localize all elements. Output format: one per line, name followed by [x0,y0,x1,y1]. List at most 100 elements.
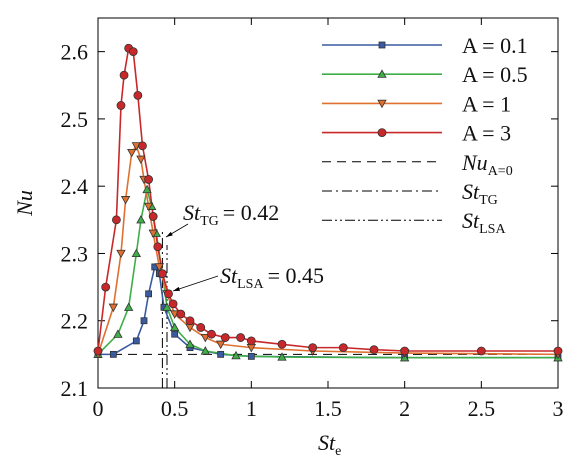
legend-label-main: St [462,208,480,233]
marker [127,148,137,158]
marker [154,263,165,272]
marker [176,309,186,319]
annotation-tail: = 0.42 [223,200,279,225]
marker [108,303,119,313]
marker [220,333,230,342]
legend-label: A = 3 [462,121,511,146]
annotation: StLSA = 0.45 [220,263,324,292]
marker [246,336,256,346]
arrow-head [166,231,173,237]
x-axis-label: Ste [318,430,341,459]
marker [116,249,126,259]
plot-frame [97,17,559,389]
marker [400,346,410,356]
marker [131,248,142,258]
marker [138,141,147,151]
legend-label: StTG [462,179,498,208]
marker [93,346,103,356]
marker [162,302,172,311]
marker [247,352,255,360]
marker [145,290,153,298]
marker [148,229,158,239]
marker [377,99,387,109]
marker [377,69,387,78]
marker [140,317,148,325]
marker [215,340,226,350]
marker [144,175,154,184]
marker [143,202,154,212]
marker [148,212,158,221]
legend-label-main: St [462,179,480,204]
marker [378,41,386,49]
annotation: StTG = 0.42 [183,200,279,229]
legend-label: A = 1 [462,91,511,116]
marker [133,90,143,100]
y-tick-label: 2.1 [61,376,89,401]
legend-label-sub: LSA [479,222,506,237]
x-tick-label: 0 [93,396,104,421]
legend-label: A = 0.1 [462,33,528,58]
y-tick-label: 2.6 [61,40,89,65]
marker [157,269,167,279]
annotation-main: St [183,200,201,225]
annotation-arrow [172,275,219,292]
marker [120,196,131,205]
marker [109,350,117,358]
y-tick-label: 2.2 [61,309,89,334]
y-tick-label: 2.4 [61,174,89,199]
annotation-sub: TG [200,214,219,229]
marker [128,47,138,57]
y-tick-label: 2.3 [61,241,89,266]
legend-label-sub: A=0 [488,164,513,179]
marker [236,333,246,342]
marker [207,329,216,339]
marker [277,339,287,349]
marker [553,346,563,356]
x-tick-label: 2.5 [468,396,496,421]
marker [277,352,287,361]
annotation-main: St [220,263,238,288]
marker [116,101,126,110]
marker [168,299,178,309]
marker [101,282,111,292]
marker [185,316,195,326]
marker [119,70,129,80]
marker [164,289,173,299]
marker [217,350,225,358]
annotation-tail: = 0.45 [268,263,324,288]
marker [169,322,180,332]
legend-label: NuA=0 [461,150,513,179]
arrow-head [173,286,180,291]
marker [338,343,348,353]
marker [171,330,179,338]
y-tick-label: 2.5 [61,107,89,132]
marker [112,215,121,225]
annotation-sub: LSA [237,277,264,292]
x-tick-label: 3 [553,396,564,421]
marker [123,302,134,311]
marker [308,343,318,353]
legend-label: StLSA [462,208,506,237]
marker [136,155,146,165]
marker [153,242,163,252]
legend-label: A = 0.5 [462,62,528,87]
marker [200,346,211,355]
y-axis-label: Nu [12,190,37,217]
x-tick-label: 1.5 [314,396,342,421]
marker [200,333,211,343]
x-axis-label-sub: e [335,444,341,459]
marker [136,214,146,224]
marker [369,345,379,355]
marker [185,339,195,348]
marker [185,323,195,333]
x-tick-label: 1 [246,396,257,421]
marker [377,128,387,138]
x-axis-label-main: St [318,430,336,455]
x-tick-label: 0.5 [161,396,189,421]
marker [142,184,152,194]
marker [476,346,486,356]
marker [132,337,140,345]
legend-label-main: Nu [461,150,488,175]
marker [113,329,123,338]
